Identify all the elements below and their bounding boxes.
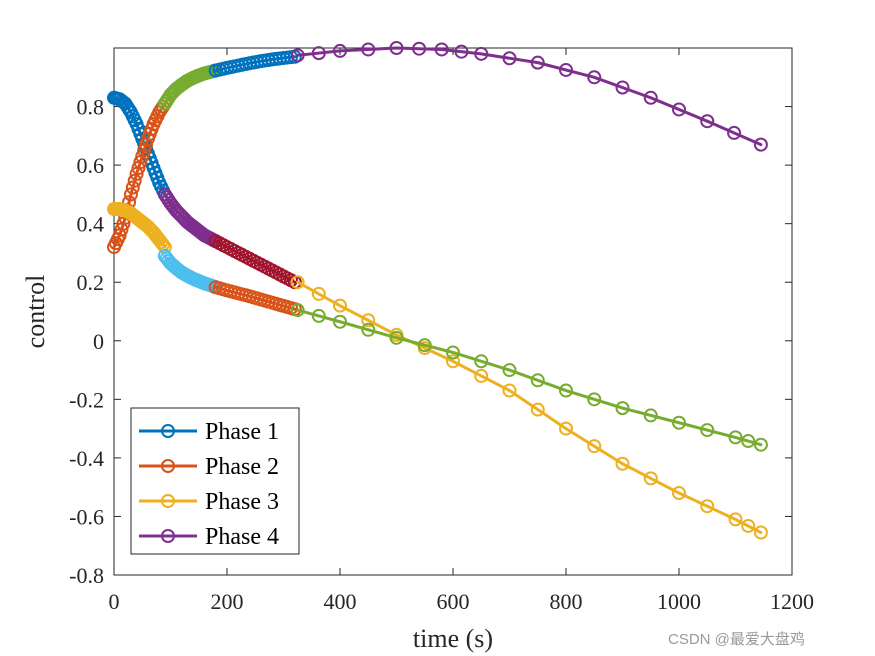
data-point-marker <box>530 373 545 388</box>
y-tick-label: -0.4 <box>69 446 104 471</box>
data-point-marker <box>123 187 138 202</box>
legend-label: Phase 2 <box>205 454 279 480</box>
data-point-marker <box>587 392 602 407</box>
y-tick-label: 0 <box>93 329 104 354</box>
data-point-marker <box>643 90 658 105</box>
series-line <box>296 280 763 535</box>
data-point-marker <box>361 313 376 328</box>
y-tick-label: 0.8 <box>77 95 105 120</box>
data-point-marker <box>389 41 404 55</box>
y-tick-label: -0.2 <box>69 387 104 412</box>
data-point-marker <box>753 437 768 452</box>
data-point-marker <box>446 354 460 369</box>
data-point-marker <box>290 303 305 318</box>
legend-label: Phase 4 <box>205 524 279 550</box>
data-point-marker <box>502 363 517 378</box>
x-tick-label: 1200 <box>770 589 814 614</box>
series-line <box>296 308 763 447</box>
series-layer <box>107 41 768 540</box>
data-point-marker <box>672 486 686 501</box>
data-point-marker <box>333 43 347 58</box>
series-line <box>296 46 763 147</box>
legend-marker <box>161 529 175 543</box>
data-point-marker <box>502 51 517 66</box>
data-point-marker <box>615 456 630 471</box>
data-point-marker <box>559 421 573 436</box>
data-point-marker <box>361 42 376 57</box>
data-point-marker <box>672 102 686 117</box>
data-point-marker <box>454 44 469 59</box>
x-tick-label: 0 <box>109 589 120 614</box>
legend-label: Phase 1 <box>205 419 279 445</box>
data-point-marker <box>333 314 347 329</box>
legend-marker <box>161 494 175 508</box>
data-point-marker <box>700 114 715 129</box>
x-tick-label: 800 <box>550 589 583 614</box>
data-point-marker <box>474 46 489 61</box>
data-point-marker <box>559 62 573 77</box>
x-tick-label: 1000 <box>657 589 701 614</box>
data-point-marker <box>672 415 686 430</box>
data-point-marker <box>559 383 573 398</box>
y-tick-label: -0.8 <box>69 563 104 588</box>
data-point-marker <box>728 512 743 527</box>
legend-marker <box>161 459 175 473</box>
data-point-marker <box>361 322 376 337</box>
data-point-marker <box>615 401 630 416</box>
data-point-marker <box>753 525 768 540</box>
data-point-marker <box>587 70 602 85</box>
y-axis-label: control <box>21 275 50 349</box>
data-point-marker <box>311 286 326 301</box>
data-point-marker <box>741 518 756 533</box>
data-point-marker <box>727 125 742 140</box>
x-tick-label: 400 <box>324 589 357 614</box>
x-tick-label: 200 <box>211 589 244 614</box>
data-point-marker <box>643 408 658 423</box>
data-point-marker <box>125 180 140 195</box>
x-axis-label: time (s) <box>413 624 493 653</box>
data-point-marker <box>290 48 305 63</box>
data-point-marker <box>127 173 142 188</box>
y-tick-label: -0.6 <box>69 504 104 529</box>
data-point-marker <box>741 434 756 449</box>
y-tick-label: 0.6 <box>77 153 105 178</box>
data-point-marker <box>587 439 602 454</box>
data-point-marker <box>389 330 404 345</box>
watermark-text: CSDN @最爱大盘鸡 <box>668 630 805 648</box>
data-point-marker <box>474 354 489 369</box>
data-point-marker <box>290 275 305 290</box>
data-point-marker <box>700 423 715 438</box>
data-point-marker <box>615 80 630 95</box>
legend: Phase 1 Phase 2 Phase 3 Phase 4 <box>130 407 300 555</box>
data-point-marker <box>116 216 131 231</box>
data-point-marker <box>311 308 326 323</box>
legend-label: Phase 3 <box>205 489 279 515</box>
data-point-marker <box>417 338 432 353</box>
data-point-marker <box>530 55 545 70</box>
axis-ticks: 0 200 400 600 800 1000 1200 -0.8 -0.6 -0.4 -0.2 0 0.… <box>69 48 814 614</box>
legend-marker <box>161 424 175 438</box>
data-point-marker <box>446 345 460 360</box>
x-tick-label: 600 <box>437 589 470 614</box>
data-point-marker <box>311 46 326 61</box>
data-point-marker <box>643 471 658 486</box>
data-point-marker <box>728 430 743 445</box>
data-point-marker <box>333 298 347 313</box>
data-point-marker <box>530 402 545 417</box>
data-point-marker <box>434 42 449 57</box>
y-tick-label: 0.4 <box>77 212 105 237</box>
y-tick-label: 0.2 <box>77 270 105 295</box>
data-point-marker <box>502 383 517 398</box>
data-point-marker <box>412 41 427 56</box>
data-point-marker <box>474 368 489 383</box>
data-point-marker <box>700 499 715 514</box>
data-point-marker <box>753 137 768 152</box>
